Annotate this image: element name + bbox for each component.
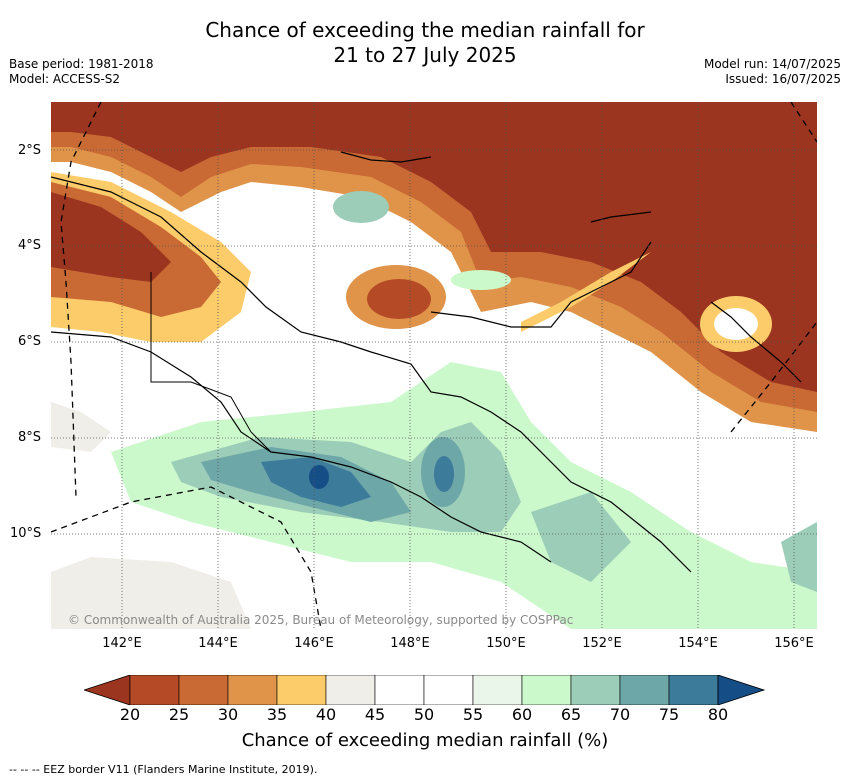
moist-hole-east [714, 308, 758, 340]
colorbar-cell [374, 675, 425, 705]
colorbar-tick-label: 75 [658, 705, 680, 724]
colorbar-tick-label: 70 [609, 705, 631, 724]
colorbar-cell [619, 675, 670, 705]
colorbar-tick-label: 25 [168, 705, 190, 724]
model-name: Model: ACCESS-S2 [9, 72, 121, 86]
colorbar-lower-extend [84, 675, 131, 705]
colorbar-tick-label: 45 [364, 705, 386, 724]
colorbar-cell [472, 675, 523, 705]
grey-region-west [51, 402, 111, 452]
colorbar-cell [423, 675, 474, 705]
colorbar-tick-label: 55 [462, 705, 484, 724]
base-period: Base period: 1981-2018 [9, 57, 154, 71]
colorbar-cell [325, 675, 376, 705]
grey-region-southwest [51, 557, 251, 629]
meta-right: Model run: 14/07/2025 Issued: 16/07/2025 [704, 57, 841, 87]
colorbar-tick-label: 60 [511, 705, 533, 724]
colorbar-cell [570, 675, 621, 705]
colorbar-tick-label: 30 [217, 705, 239, 724]
wet-region-east [531, 492, 631, 582]
lat-label-4s: 4°S [18, 238, 42, 253]
lat-label-2s: 2°S [18, 143, 42, 158]
title-line-1: Chance of exceeding the median rainfall … [205, 18, 645, 42]
colorbar [84, 675, 766, 705]
colorbar-tick-label: 20 [119, 705, 141, 724]
colorbar-cell [668, 675, 719, 705]
lon-label-150e: 150°E [486, 636, 526, 651]
colorbar-tick-label: 40 [315, 705, 337, 724]
colorbar-cell [129, 675, 180, 705]
rainfall-map [51, 102, 817, 629]
lat-label-6s: 6°S [18, 334, 42, 349]
graticule [51, 102, 817, 629]
map-title: Chance of exceeding the median rainfall … [0, 18, 850, 68]
dry-region-core-west [51, 192, 171, 282]
dry-blob-central-core [367, 279, 431, 319]
colorbar-cells [84, 675, 766, 705]
national-border [150, 272, 272, 453]
lon-label-156e: 156°E [774, 636, 814, 651]
title-line-2: 21 to 27 July 2025 [333, 43, 517, 67]
lat-label-10s: 10°S [10, 526, 42, 541]
lon-label-146e: 146°E [294, 636, 334, 651]
colorbar-cell [521, 675, 572, 705]
colorbar-tick-label: 65 [560, 705, 582, 724]
eez-legend-footer: -- -- -- EEZ border V11 (Flanders Marine… [9, 763, 318, 776]
lon-label-148e: 148°E [390, 636, 430, 651]
lat-label-8s: 8°S [18, 430, 42, 445]
wet-blob-central [451, 270, 511, 290]
colorbar-title: Chance of exceeding median rainfall (%) [241, 730, 609, 751]
lon-label-142e: 142°E [102, 636, 142, 651]
dry-band-core-north [51, 102, 817, 392]
wet-region-far-east [781, 522, 817, 592]
wet-core-1 [309, 465, 329, 489]
colorbar-tick-label: 50 [413, 705, 435, 724]
map-canvas [51, 102, 817, 629]
wet-blob-north [333, 191, 389, 223]
lon-label-154e: 154°E [678, 636, 718, 651]
model-run: Model run: 14/07/2025 [703, 57, 841, 71]
colorbar-upper-extend [717, 675, 766, 705]
colorbar-cell [227, 675, 278, 705]
lon-label-152e: 152°E [582, 636, 622, 651]
meta-left: Base period: 1981-2018 Model: ACCESS-S2 [9, 57, 154, 87]
coastline [51, 151, 802, 573]
lon-label-144e: 144°E [198, 636, 238, 651]
colorbar-tick-label: 35 [266, 705, 288, 724]
copyright-notice: © Commonwealth of Australia 2025, Bureau… [68, 613, 574, 627]
colorbar-cell [178, 675, 229, 705]
colorbar-tick-label: 80 [707, 705, 729, 724]
colorbar-cell [276, 675, 327, 705]
wet-core-2 [434, 456, 454, 492]
coastal-band [521, 252, 651, 332]
issued-date: Issued: 16/07/2025 [725, 72, 841, 86]
